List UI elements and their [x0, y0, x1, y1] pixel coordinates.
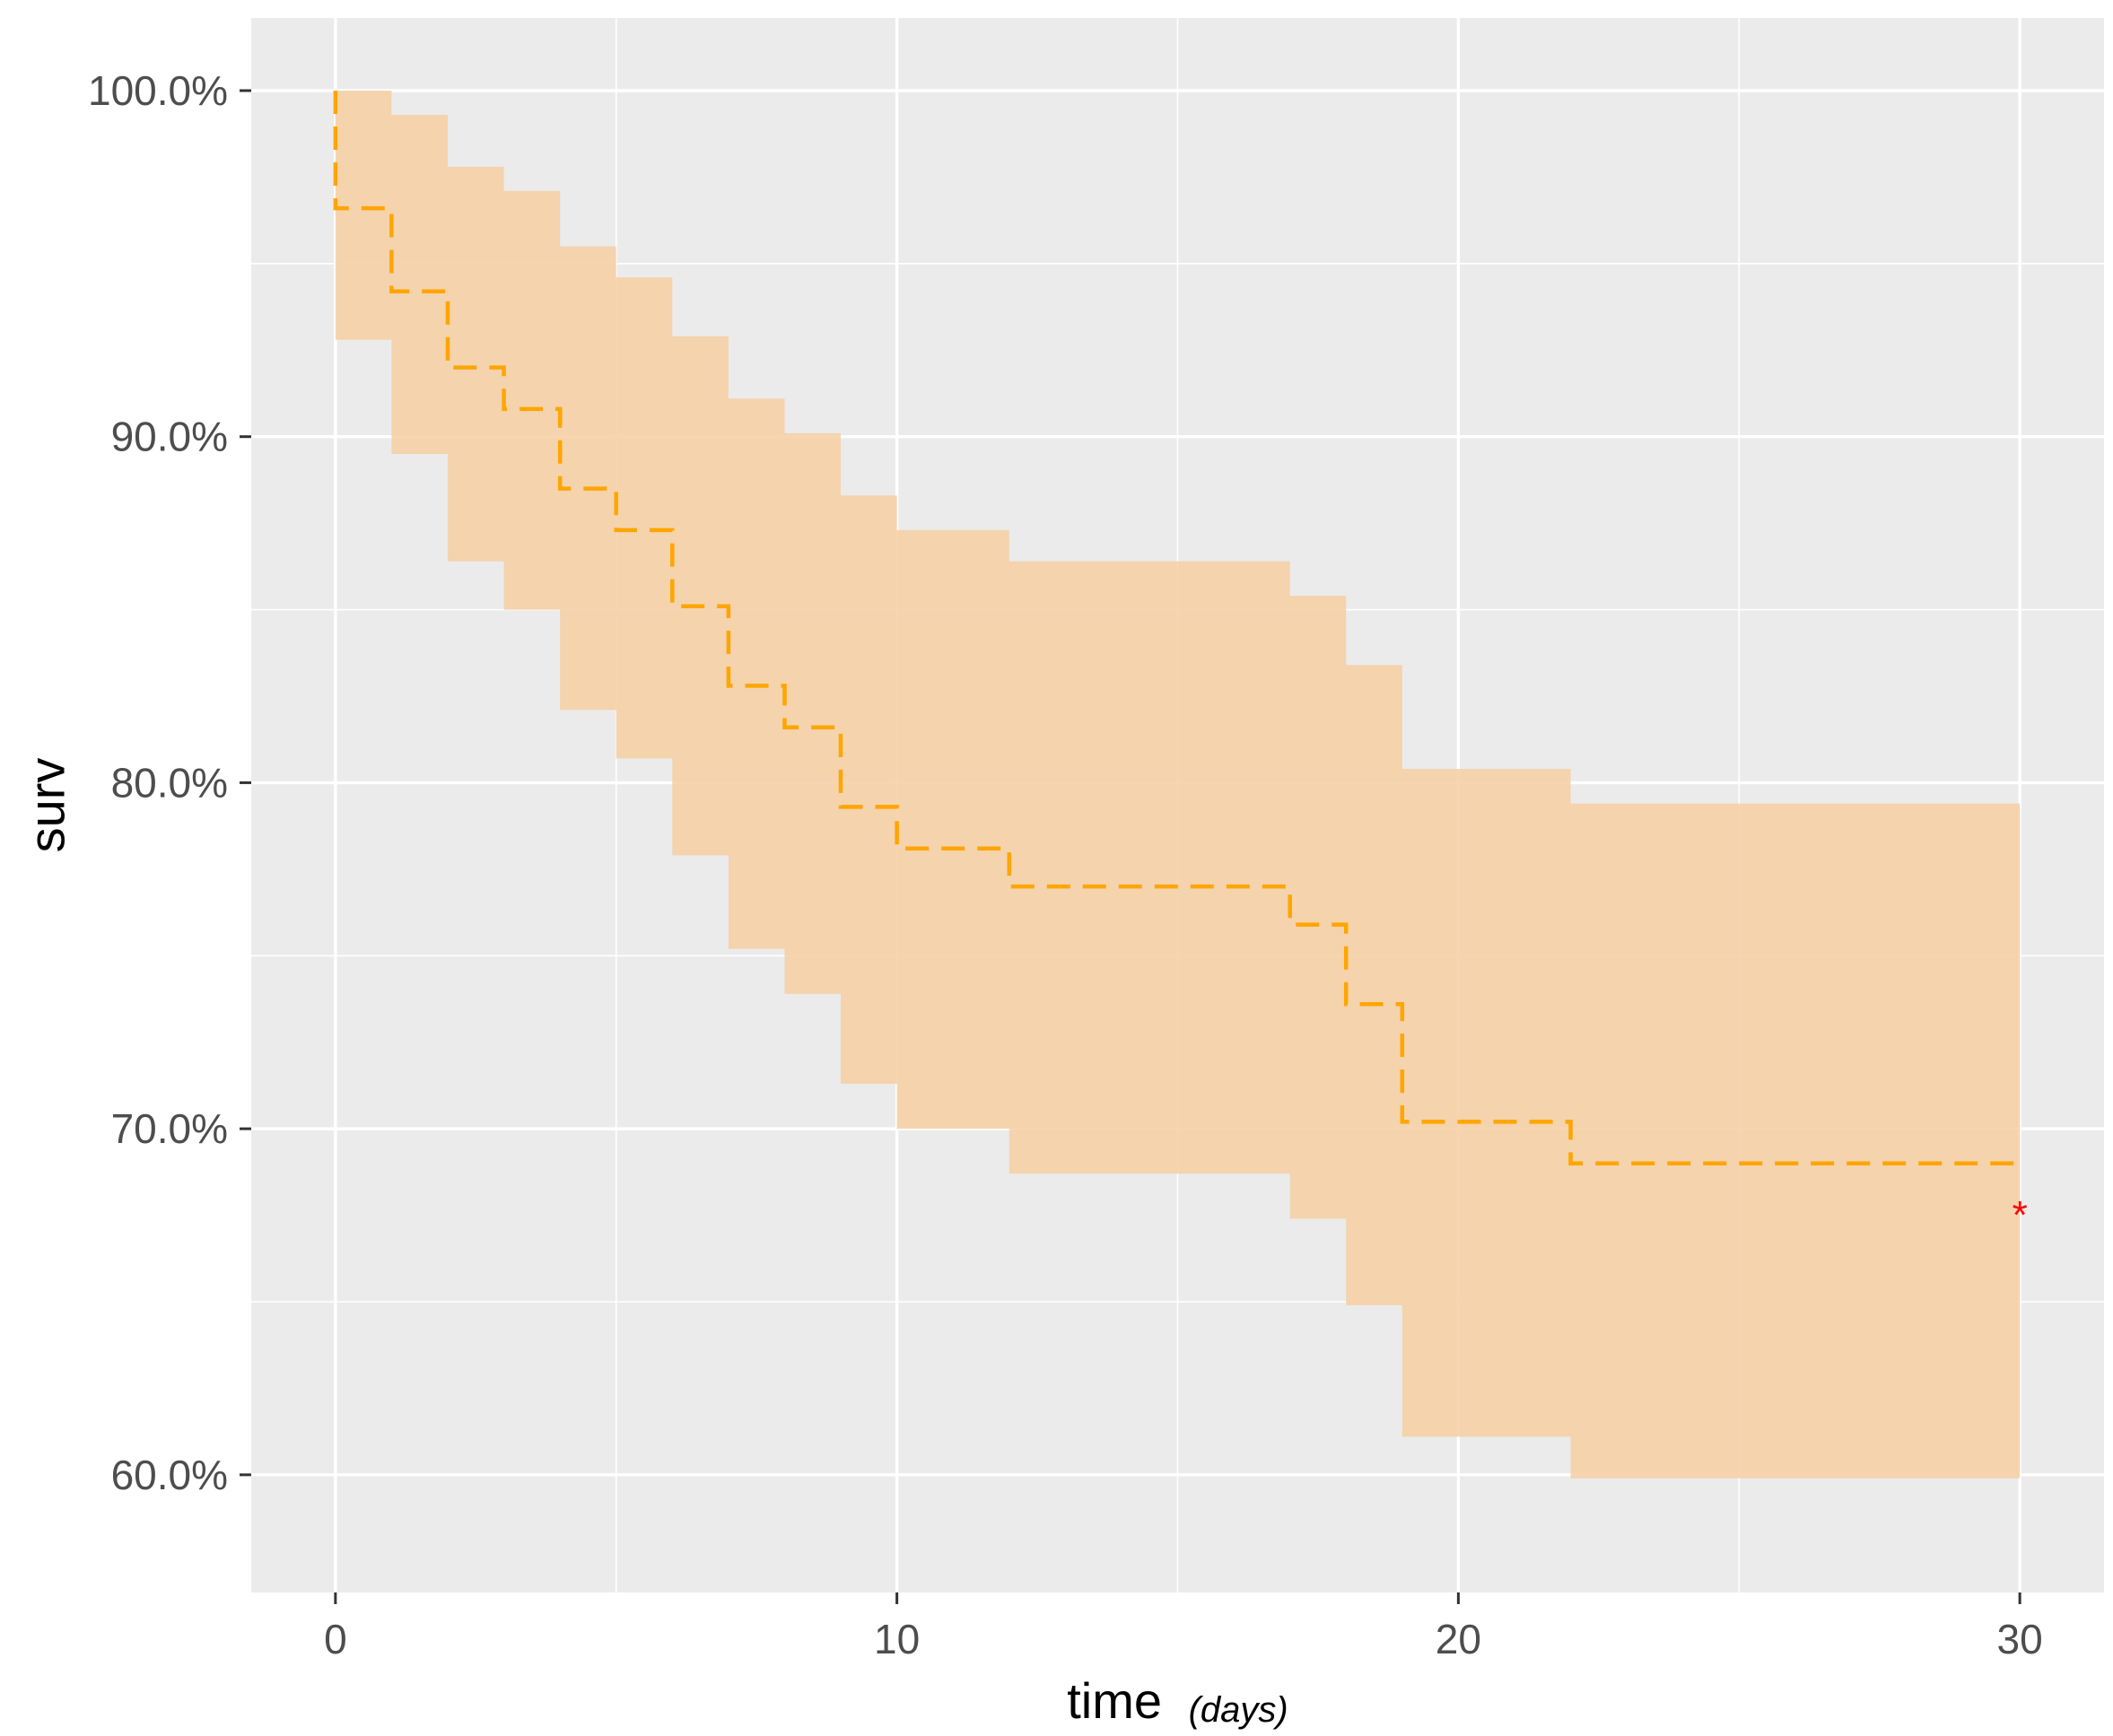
confidence-band — [335, 91, 2021, 1479]
x-axis: 0 10 20 30 — [324, 1592, 2043, 1662]
x-tick-label: 20 — [1436, 1616, 1481, 1662]
x-tick-label: 0 — [324, 1616, 347, 1662]
confidence-band-area — [335, 91, 2021, 1479]
survival-curve — [333, 91, 2021, 1165]
x-axis-title-main: time — [1067, 1672, 1162, 1729]
x-axis-title: time (days) — [1067, 1672, 1288, 1730]
censor-mark: * — [2013, 1193, 2028, 1237]
y-axis-title: surv — [19, 758, 75, 853]
x-axis-title-unit: (days) — [1189, 1690, 1288, 1730]
y-tick-label: 80.0% — [111, 759, 228, 806]
censor-annotations: * — [2013, 1193, 2028, 1237]
survival-step-line — [333, 91, 2021, 1165]
y-tick-label: 60.0% — [111, 1452, 228, 1498]
x-tick-label: 10 — [874, 1616, 920, 1662]
y-tick-label: 90.0% — [111, 414, 228, 460]
y-tick-label: 100.0% — [88, 67, 228, 114]
x-tick-label: 30 — [1997, 1616, 2043, 1662]
y-axis: 60.0% 70.0% 80.0% 90.0% 100.0% — [88, 67, 251, 1498]
y-tick-label: 70.0% — [111, 1105, 228, 1152]
